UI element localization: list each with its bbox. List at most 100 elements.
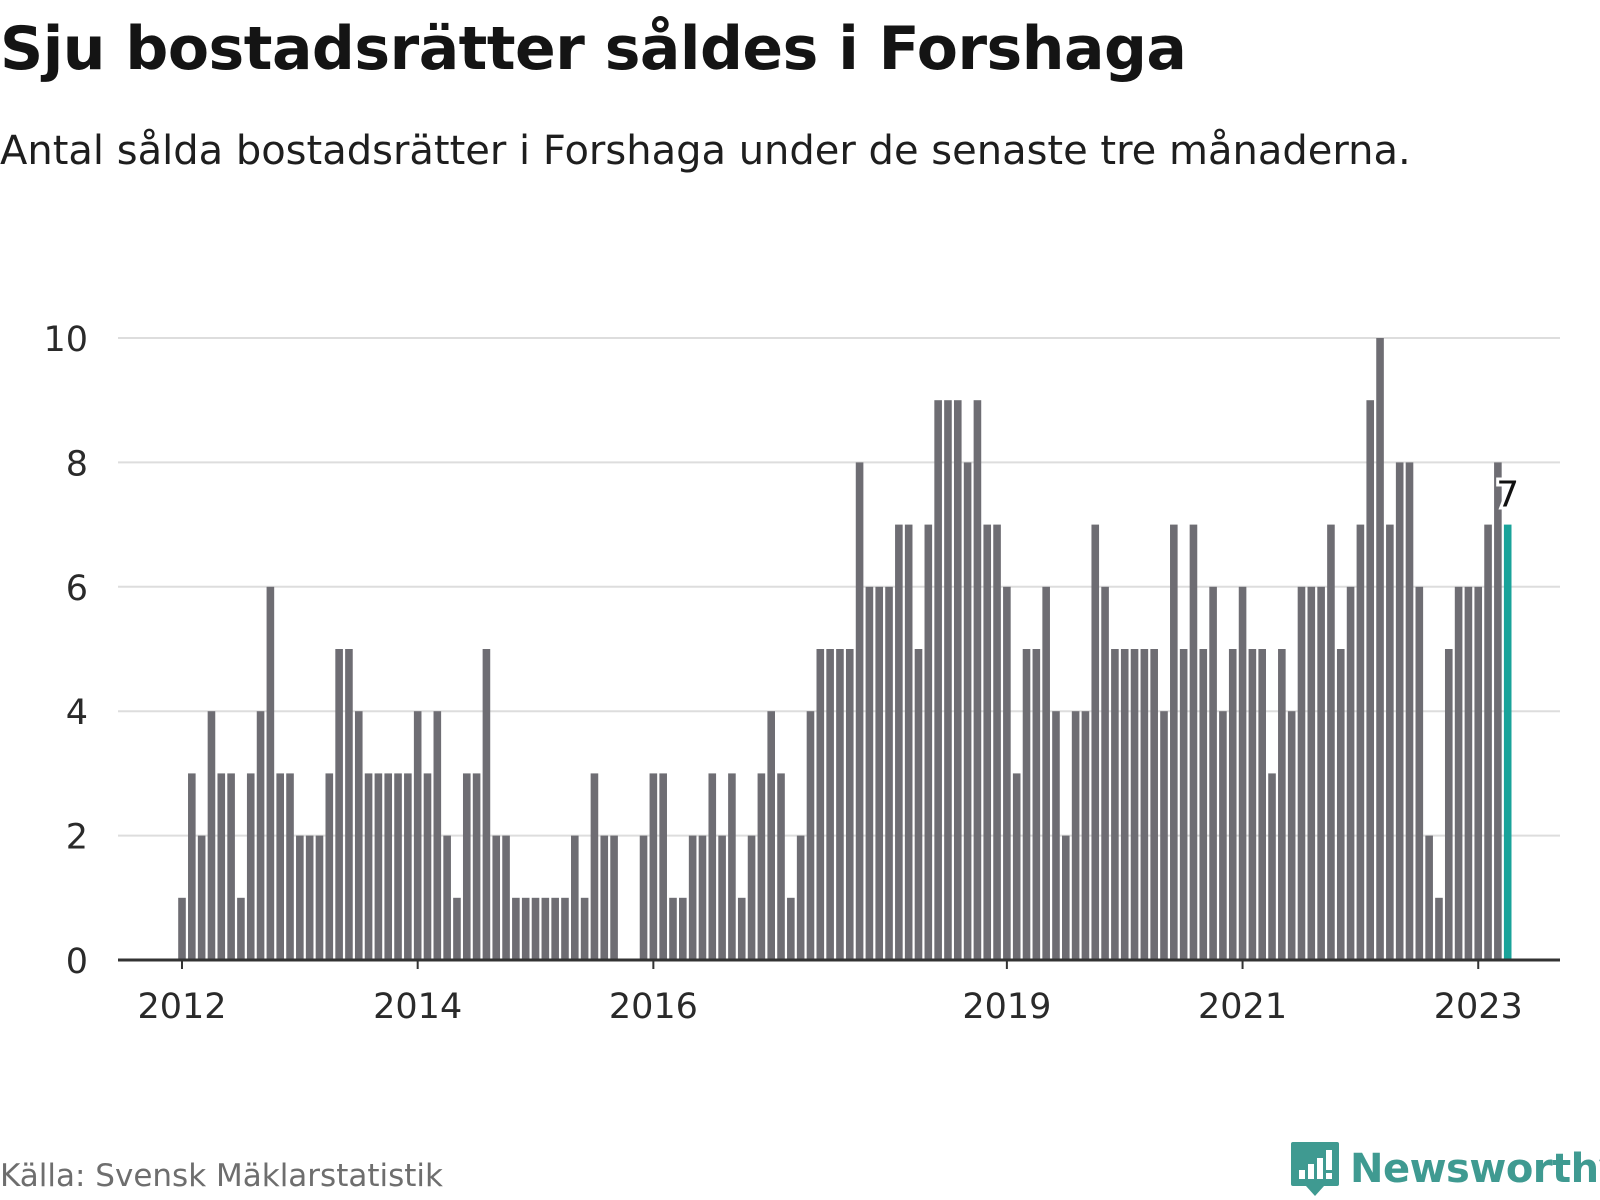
bar [934,400,942,960]
bar [531,897,540,960]
bar [315,835,324,960]
bar [443,835,451,960]
bar [1435,897,1443,960]
bar [188,773,196,960]
y-tick-label: 0 [66,942,88,982]
bar [571,835,579,960]
bar [1454,586,1463,960]
y-tick-label: 4 [66,693,88,733]
y-axis-tick-labels: 0 2 4 6 8 10 [43,320,88,982]
bar [1474,586,1483,960]
bar [237,897,245,960]
data-labels: 7 [1493,472,1522,519]
bar [1120,649,1129,960]
bar [1150,649,1158,960]
bar [472,773,481,960]
bar [777,773,785,960]
chart-title: Sju bostadsrätter såldes i Forshaga [0,14,1187,84]
bar [521,897,530,960]
source-note: Källa: Svensk Mäklarstatistik [0,1158,443,1194]
bar [217,773,226,960]
bar [1199,649,1208,960]
bar [1189,524,1198,960]
x-tick-label: 2021 [1198,987,1287,1027]
bar [944,400,952,960]
bar [1366,400,1375,960]
bar [482,649,491,960]
bar [541,897,550,960]
bar [885,586,893,960]
bar [983,524,992,960]
bar [639,835,648,960]
bar [973,400,982,960]
bar [1444,649,1453,960]
bar [1484,524,1492,960]
bar [1160,711,1168,960]
bar [246,773,255,960]
chart-bubble-icon [1291,1142,1339,1196]
bar [345,649,353,960]
bar [1140,649,1149,960]
bar [561,897,569,960]
bar [1042,586,1050,960]
bar [286,773,294,960]
bar [1376,338,1384,960]
bar [1386,524,1394,960]
bar [845,649,854,960]
bar [1336,649,1345,960]
bar [1111,649,1119,960]
bar [1327,524,1335,960]
chart-subtitle: Antal sålda bostadsrätter i Forshaga und… [0,128,1411,174]
bar [364,773,373,960]
y-tick-label: 6 [66,569,88,609]
bar [610,835,618,960]
bar [335,649,343,960]
bar [806,711,815,960]
bar [1405,462,1414,960]
bar [1081,711,1090,960]
bar [1012,773,1021,960]
bar [649,773,658,960]
highlight-bar [1503,524,1512,960]
bar [816,649,825,960]
bar [276,773,284,960]
bar [394,773,402,960]
bar [708,773,717,960]
bar [207,711,216,960]
bar [953,400,962,960]
bar [1395,462,1404,960]
bar [796,835,805,960]
bar [462,773,471,960]
bar [1071,711,1080,960]
bar [836,649,844,960]
bar [1179,649,1188,960]
bar [1278,649,1286,960]
bar [1032,649,1041,960]
bar [1170,524,1178,960]
bar [266,586,275,960]
bar [1268,773,1276,960]
bar [1022,649,1031,960]
bar [767,711,775,960]
bar [413,711,422,960]
bar [1091,524,1100,960]
bar [728,773,736,960]
bar [404,773,412,960]
bar [1219,711,1227,960]
bar [1425,835,1433,960]
y-tick-label: 8 [66,444,88,484]
bar [433,711,442,960]
bar [1052,711,1060,960]
bar [659,773,667,960]
y-tick-label: 2 [66,818,88,858]
bar [1258,649,1266,960]
bar [669,897,677,960]
bar [737,897,746,960]
bar [1248,649,1257,960]
bar [993,524,1001,960]
bar [600,835,609,960]
bar [787,897,795,960]
bar [855,462,864,960]
bar [374,773,383,960]
bar [1317,586,1325,960]
